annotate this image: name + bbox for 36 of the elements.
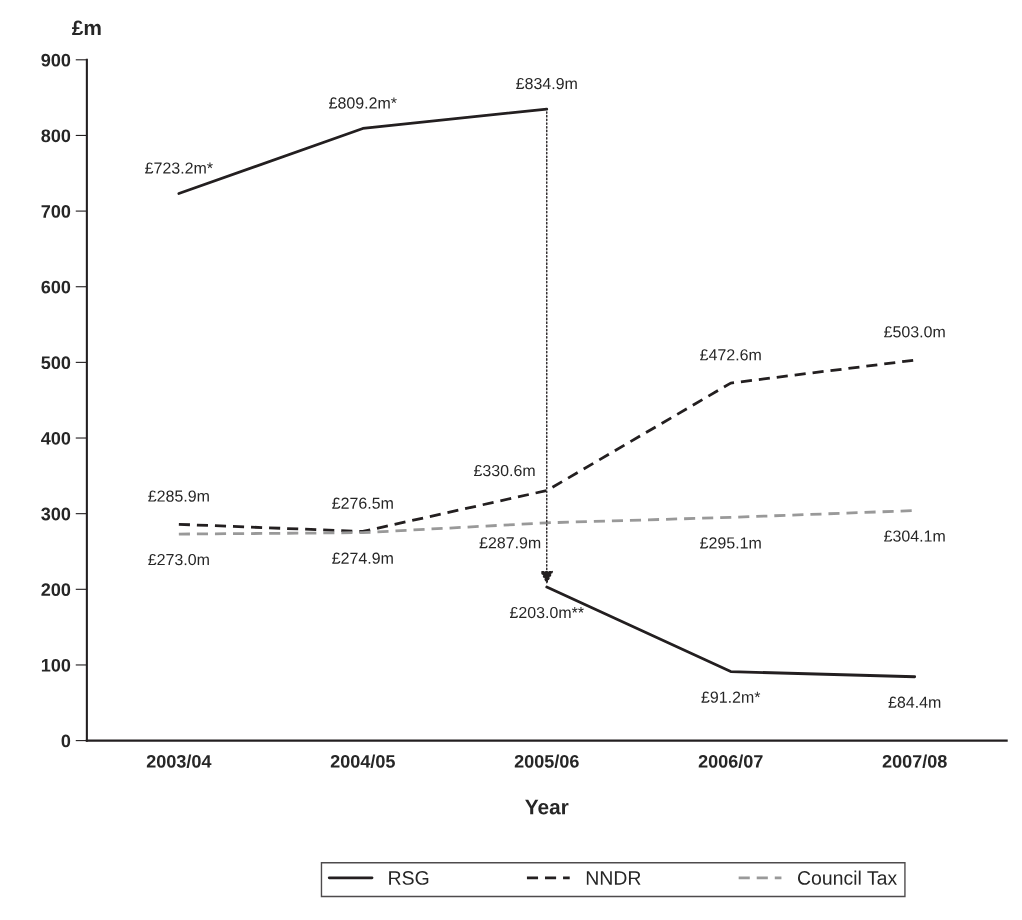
- y-tick-label: 900: [41, 53, 71, 67]
- data-label: £84.4m: [888, 696, 941, 708]
- y-tick-label: 100: [41, 658, 71, 672]
- legend-label: RSG: [389, 871, 429, 885]
- y-tick-label: 300: [41, 507, 71, 521]
- x-tick-label: 2006/07: [698, 754, 763, 768]
- y-axis-title: £m: [72, 20, 101, 36]
- data-label: £304.1m: [884, 530, 945, 542]
- data-label: £723.2m*: [145, 162, 213, 174]
- x-tick-label: 2005/06: [514, 754, 579, 768]
- data-label: £274.9m: [332, 552, 393, 564]
- y-tick-label: 200: [41, 583, 71, 597]
- data-label: £809.2m*: [329, 97, 397, 109]
- data-label: £472.6m: [700, 349, 761, 361]
- data-label: £834.9m: [516, 77, 577, 90]
- y-tick-label: 400: [41, 431, 71, 445]
- x-tick-label: 2003/04: [146, 754, 212, 768]
- legend-label: NNDR: [586, 871, 641, 885]
- y-tick-label: 700: [41, 205, 71, 218]
- data-label: £91.2m*: [701, 691, 761, 703]
- data-label: £287.9m: [479, 537, 541, 549]
- x-tick-label: 2004/05: [330, 754, 395, 768]
- data-label: £276.5m: [332, 497, 393, 509]
- y-tick-label: 0: [61, 734, 71, 748]
- y-tick-label: 500: [41, 356, 71, 370]
- data-label: £295.1m: [700, 537, 761, 549]
- y-tick-label: 600: [41, 280, 71, 294]
- x-tick-label: 2007/08: [882, 754, 947, 768]
- data-label: £285.9m: [148, 490, 209, 502]
- data-label: £330.6m: [473, 464, 535, 477]
- y-tick-label: 800: [41, 129, 71, 143]
- legend-label: Council Tax: [797, 870, 897, 885]
- data-label: £503.0m: [884, 326, 945, 338]
- x-axis-title: Year: [525, 799, 569, 815]
- data-label: £203.0m**: [509, 606, 584, 619]
- data-label: £273.0m: [148, 553, 209, 566]
